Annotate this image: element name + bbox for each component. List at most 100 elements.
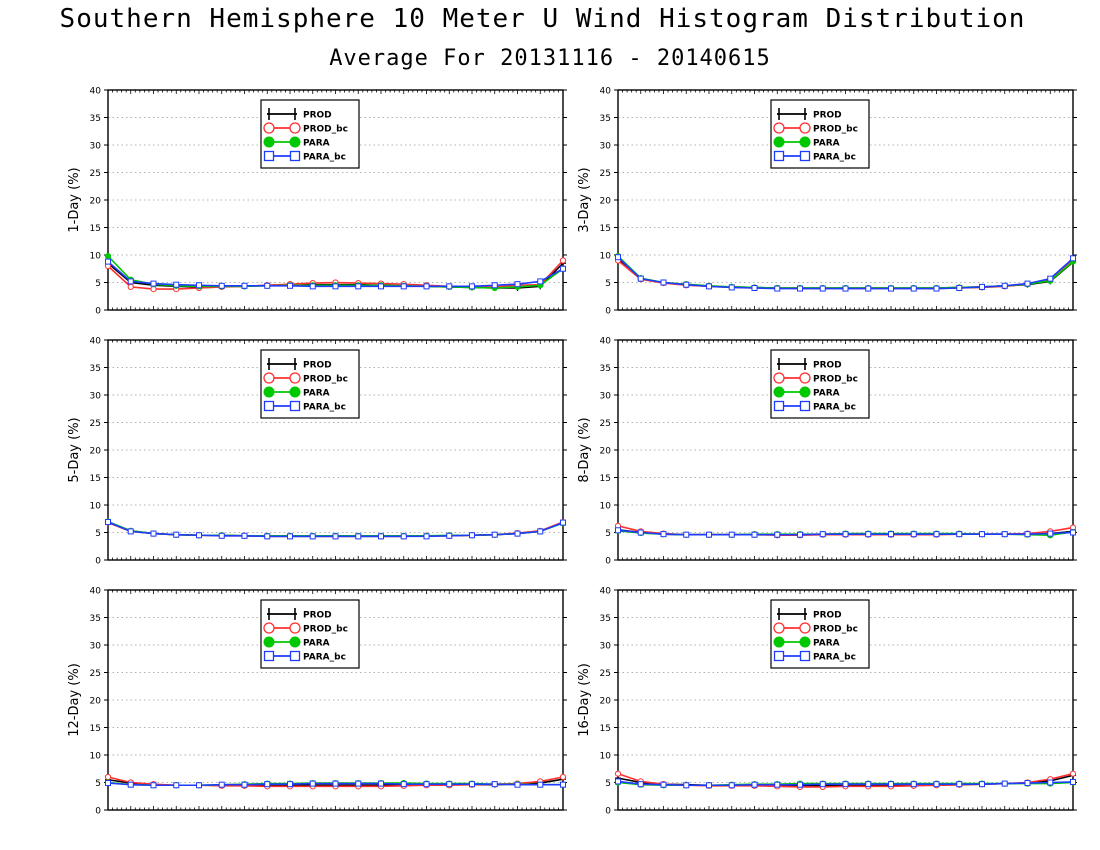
data-point-12 [378,533,384,540]
data-point-13 [910,781,917,788]
data-point-20 [1070,529,1076,536]
legend-item-prod-bc: PROD_bc [773,622,858,635]
data-point-13 [910,285,917,292]
data-point-4 [196,532,202,539]
legend: PROD PROD_bc PARA PARA_bc [770,99,870,169]
panel-5: 0 5 10 15 20 25 30 35 40 12-Day (%) PROD PROD_bc PAR… [67,587,567,817]
data-point-19 [537,278,544,285]
legend-label: PARA_bc [813,653,856,663]
legend-marker-right [289,122,301,134]
data-point-8 [287,781,293,788]
legend-label: PROD [813,361,842,371]
legend: PROD PROD_bc PARA PARA_bc [260,599,360,669]
legend: PROD PROD_bc PARA PARA_bc [260,99,360,169]
data-point-0 [105,258,111,265]
legend-label: PARA [813,639,840,649]
chart-subtitle: Average For 20131116 - 20140615 [329,46,771,71]
legend-marker-right [289,386,301,398]
legend-item-para: PARA [263,136,330,149]
data-point-17 [491,282,498,289]
data-point-8 [287,282,293,289]
data-point-18 [1024,531,1031,538]
legend-marker-left [773,150,785,162]
legend-marker-right [289,622,301,634]
data-point-11 [865,781,872,788]
legend-label: PARA [813,389,840,399]
legend-label: PROD [303,611,332,621]
legend-label: PROD_bc [303,625,348,635]
data-point-11 [355,780,362,787]
y-tick-label-5: 25 [90,669,101,679]
legend-item-prod-bc: PROD_bc [263,372,348,385]
data-point-17 [1001,282,1008,289]
data-point-15 [956,781,963,788]
data-point-12 [378,283,384,290]
legend-label: PARA [303,389,330,399]
y-tick-label-2: 10 [600,752,612,762]
legend-label: PROD [303,111,332,121]
legend-marker-right [289,636,301,648]
y-tick-label-0: 0 [95,557,101,567]
data-point-4 [706,283,712,290]
data-point-11 [355,283,362,290]
data-point-20 [1070,778,1076,785]
data-point-17 [1001,780,1008,787]
data-point-19 [537,528,544,535]
data-point-3 [173,281,180,288]
data-point-18 [1024,780,1031,787]
series-para-bc [105,519,566,540]
data-point-6 [241,781,248,788]
series-para-bc [105,258,566,290]
data-point-1 [127,528,134,535]
legend-marker-left [773,400,785,412]
data-point-2 [150,280,157,287]
y-tick-label-7: 35 [600,364,611,374]
legend-label: PROD_bc [303,375,348,385]
data-point-12 [888,781,894,788]
data-point-9 [819,531,826,538]
legend-label: PARA [303,639,330,649]
y-tick-label-8: 40 [90,87,102,97]
legend-marker-left [773,372,785,384]
y-tick-label-4: 20 [600,697,612,707]
legend-marker-right [799,636,811,648]
data-point-1 [127,283,134,290]
chart-title: Southern Hemisphere 10 Meter U Wind Hist… [59,4,1026,34]
data-point-7 [264,781,271,788]
legend-label: PROD_bc [813,125,858,135]
y-tick-label-5: 25 [600,669,611,679]
legend-label: PROD_bc [303,125,348,135]
legend-item-para-bc: PARA_bc [263,650,346,663]
data-point-9 [819,781,826,788]
data-point-6 [751,285,758,291]
data-point-19 [1047,779,1054,786]
legend-item-para: PARA [773,636,840,649]
legend-item-prod: PROD [267,358,332,371]
y-tick-label-4: 20 [90,197,102,207]
legend-item-para: PARA [263,636,330,649]
data-point-11 [865,285,872,292]
legend-marker-right [289,400,301,412]
y-tick-label-0: 0 [605,807,611,817]
legend-item-prod: PROD [777,358,842,371]
data-point-19 [1047,275,1054,282]
data-point-3 [173,782,180,789]
y-tick-label-5: 25 [90,419,101,429]
data-point-5 [728,284,735,291]
data-point-0 [615,254,621,261]
data-point-17 [1001,531,1008,538]
y-axis-label: 3-Day (%) [577,167,592,232]
data-point-4 [196,782,202,789]
data-point-5 [728,531,735,538]
data-point-8 [797,781,803,788]
y-tick-label-3: 15 [90,224,101,234]
data-point-14 [933,285,940,292]
data-point-6 [751,781,758,788]
data-point-5 [218,282,225,289]
data-point-2 [150,782,157,789]
y-tick-label-8: 40 [600,87,612,97]
data-point-16 [469,532,475,539]
y-tick-label-4: 20 [600,447,612,457]
data-point-18 [514,281,521,288]
data-point-8 [797,285,803,292]
